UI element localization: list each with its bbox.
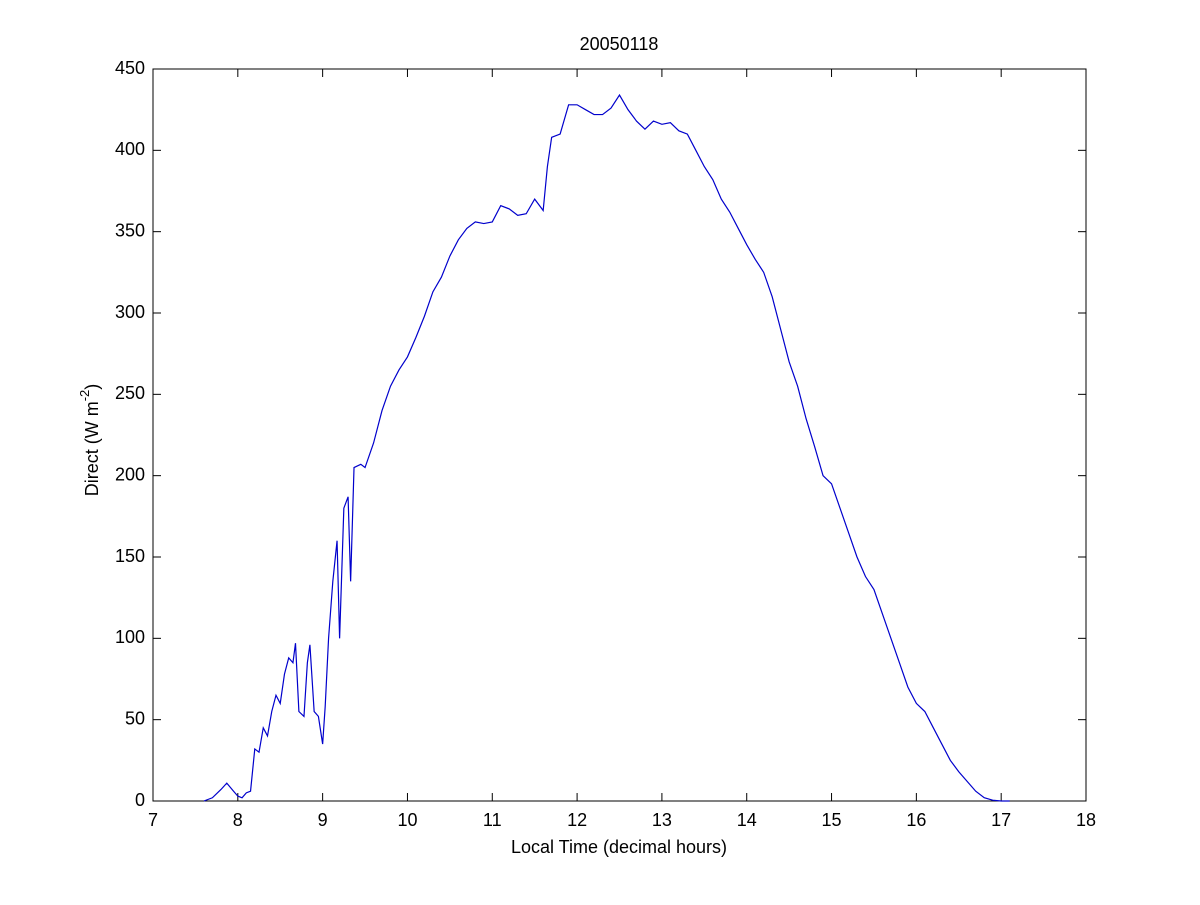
y-tick-label: 300 — [115, 302, 145, 322]
x-tick-label: 16 — [906, 810, 926, 830]
y-tick-label: 50 — [125, 708, 145, 728]
plot-frame — [152, 68, 1087, 802]
x-tick-label: 14 — [737, 810, 757, 830]
y-label-text: Direct (W m — [82, 401, 102, 496]
x-tick-label: 8 — [233, 810, 243, 830]
x-tick-label: 10 — [397, 810, 417, 830]
y-tick-label: 200 — [115, 464, 145, 484]
x-tick-label: 11 — [483, 810, 502, 830]
x-tick-label: 18 — [1076, 810, 1096, 830]
x-axis-label: Local Time (decimal hours) — [511, 837, 727, 857]
y-tick-label: 350 — [115, 220, 145, 240]
y-tick-label: 100 — [115, 627, 145, 647]
x-tick-label: 17 — [991, 810, 1011, 830]
x-tick-label: 15 — [822, 810, 842, 830]
x-tick-label: 12 — [567, 810, 587, 830]
y-tick-label: 450 — [115, 58, 145, 78]
data-line — [203, 93, 1010, 802]
chart-title: 20050118 — [580, 34, 659, 54]
x-tick-label: 7 — [148, 810, 158, 830]
y-tick-label: 0 — [135, 790, 145, 810]
y-label-sup: -2 — [77, 390, 92, 402]
y-label-suffix: ) — [82, 384, 102, 390]
y-tick-label: 250 — [115, 383, 145, 403]
x-tick-label: 13 — [652, 810, 672, 830]
x-tick-label: 9 — [318, 810, 328, 830]
y-axis-label: Direct (W m-2) — [77, 384, 101, 497]
y-tick-label: 400 — [115, 139, 145, 159]
y-tick-label: 150 — [115, 546, 145, 566]
